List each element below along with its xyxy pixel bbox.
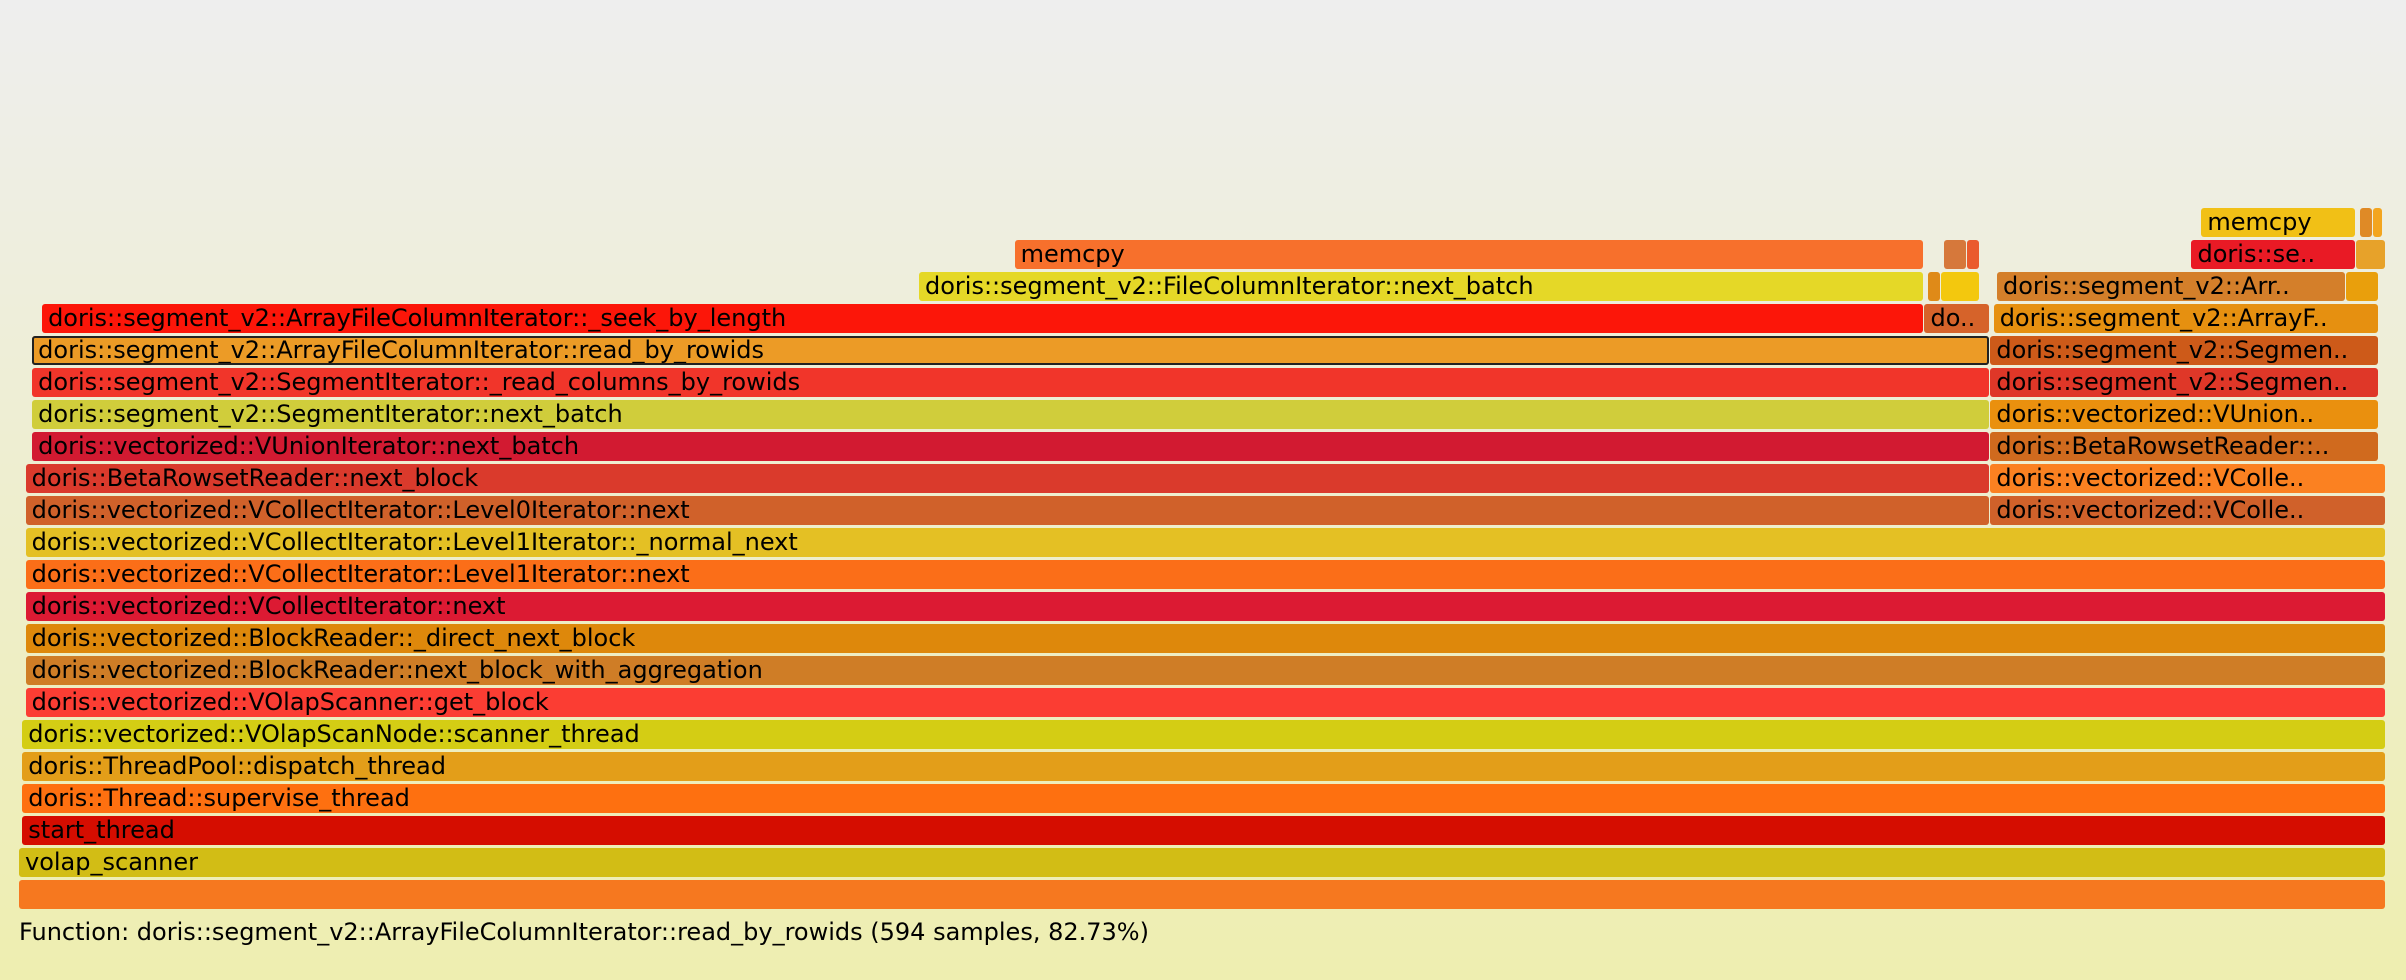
details-bar: Function: doris::segment_v2::ArrayFileCo… — [19, 918, 1149, 946]
flame-frame[interactable] — [2356, 240, 2385, 269]
flame-frame[interactable]: memcpy — [2201, 208, 2356, 237]
flame-frame[interactable]: doris::vectorized::VCollectIterator::nex… — [25, 592, 2385, 621]
flame-frame[interactable] — [2372, 208, 2382, 237]
flame-frame[interactable]: start_thread — [22, 816, 2385, 845]
flame-frame[interactable] — [2359, 208, 2372, 237]
flame-frame[interactable]: doris::vectorized::BlockReader::_direct_… — [25, 624, 2385, 653]
flame-frame[interactable]: do.. — [1924, 304, 1990, 333]
flame-frame[interactable]: doris::Thread::supervise_thread — [22, 784, 2385, 813]
flame-frame[interactable]: doris::vectorized::VColle.. — [1990, 496, 2385, 525]
flame-frame[interactable] — [19, 880, 2385, 909]
flame-frame[interactable]: doris::BetaRowsetReader::.. — [1990, 432, 2379, 461]
flame-frame[interactable]: doris::vectorized::VCollectIterator::Lev… — [25, 496, 1990, 525]
flame-frame[interactable]: doris::segment_v2::ArrayFileColumnIterat… — [42, 304, 1924, 333]
flame-frame[interactable]: doris::vectorized::VOlapScanner::get_blo… — [25, 688, 2385, 717]
flame-frame[interactable]: memcpy — [1014, 240, 1924, 269]
flame-frame[interactable]: doris::segment_v2::FileColumnIterator::n… — [918, 272, 1924, 301]
flame-frame[interactable]: doris::segment_v2::Arr.. — [1996, 272, 2346, 301]
flame-frame[interactable]: doris::vectorized::VOlapScanNode::scanne… — [22, 720, 2385, 749]
flame-frame[interactable] — [1940, 272, 1980, 301]
flame-frame[interactable]: doris::segment_v2::Segmen.. — [1990, 368, 2379, 397]
flame-frame[interactable]: doris::vectorized::VColle.. — [1990, 464, 2385, 493]
flame-frame[interactable]: doris::segment_v2::Segmen.. — [1990, 336, 2379, 365]
flame-frame[interactable] — [1944, 240, 1967, 269]
flame-frame[interactable]: doris::vectorized::VCollectIterator::Lev… — [25, 528, 2385, 557]
flame-frame[interactable] — [1967, 240, 1980, 269]
flame-frame[interactable]: doris::vectorized::VUnionIterator::next_… — [32, 432, 1990, 461]
flame-frame[interactable]: doris::vectorized::VCollectIterator::Lev… — [25, 560, 2385, 589]
flame-frame[interactable]: doris::ThreadPool::dispatch_thread — [22, 752, 2385, 781]
flame-frame[interactable]: doris::segment_v2::SegmentIterator::_rea… — [32, 368, 1990, 397]
flame-frame[interactable]: doris::vectorized::VUnion.. — [1990, 400, 2379, 429]
flame-frame[interactable]: doris::BetaRowsetReader::next_block — [25, 464, 1990, 493]
flame-frame[interactable]: doris::vectorized::BlockReader::next_blo… — [25, 656, 2385, 685]
flame-frame[interactable] — [2346, 272, 2379, 301]
flame-frame[interactable]: doris::segment_v2::ArrayF.. — [1993, 304, 2379, 333]
flame-frame[interactable]: doris::se.. — [2191, 240, 2356, 269]
flame-frame[interactable]: doris::segment_v2::SegmentIterator::next… — [32, 400, 1990, 429]
flame-frame[interactable] — [1927, 272, 1940, 301]
flame-frame[interactable]: volap_scanner — [19, 848, 2385, 877]
flame-frame[interactable]: doris::segment_v2::ArrayFileColumnIterat… — [32, 336, 1990, 365]
